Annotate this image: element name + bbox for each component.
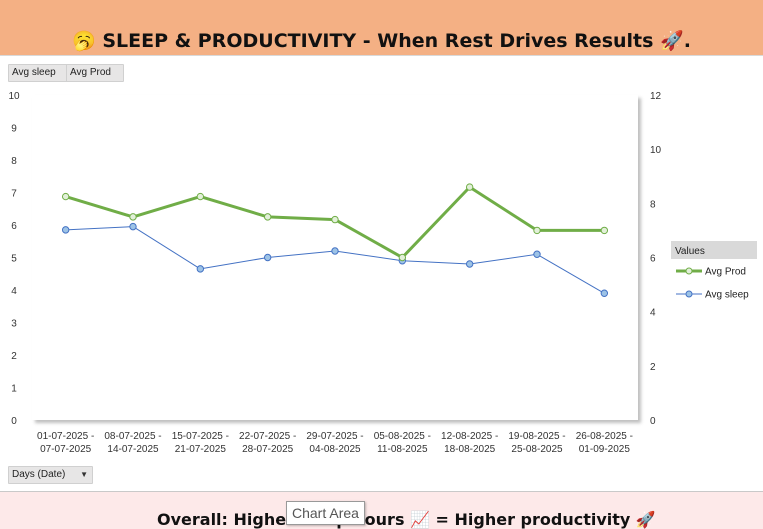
dropdown-arrow-icon[interactable]: ▼ [80, 470, 88, 479]
right-tick-label: 6 [650, 254, 656, 265]
x-tick-label: 01-07-2025 - [37, 431, 94, 442]
avg-sleep-field-button[interactable]: Avg sleep [8, 64, 68, 82]
x-tick-label: 15-07-2025 - [172, 431, 229, 442]
x-tick-label: 04-08-2025 [309, 444, 361, 455]
x-tick-label: 05-08-2025 - [374, 431, 431, 442]
left-tick-label: 1 [11, 384, 17, 395]
x-tick-label: 21-07-2025 [175, 444, 227, 455]
avg-prod-point [331, 215, 339, 224]
avg-prod-point [398, 253, 407, 262]
x-tick-label: 07-07-2025 [40, 444, 92, 455]
x-axis: 01-07-2025 - 07-07-2025 08-07-2025 - 14-07-… [37, 431, 633, 455]
x-tick-label: 19-08-2025 - [508, 431, 565, 442]
left-tick-label: 10 [8, 91, 20, 102]
avg-sleep-point [61, 226, 70, 234]
chart-area-tooltip: Chart Area [286, 501, 365, 525]
avg-prod-legend-label: Avg Prod [705, 267, 746, 278]
left-tick-label: 8 [11, 156, 17, 167]
avg-prod-point [600, 226, 609, 235]
x-tick-label: 28-07-2025 [242, 444, 294, 455]
left-tick-label: 0 [11, 416, 17, 427]
avg-prod-point [196, 192, 205, 201]
x-tick-label: 25-08-2025 [511, 444, 563, 455]
plot-area[interactable] [32, 95, 638, 420]
x-tick-label: 14-07-2025 [107, 444, 159, 455]
series-layer [61, 183, 609, 297]
days-field-label: Days (Date) [12, 469, 66, 480]
avg-sleep-legend-label: Avg sleep [705, 290, 749, 301]
right-tick-label: 10 [650, 145, 662, 156]
right-tick-label: 8 [650, 199, 656, 210]
avg-sleep-point [196, 265, 205, 273]
legend-title: Values [675, 246, 705, 257]
avg-prod-point [533, 226, 541, 235]
x-tick-label: 08-07-2025 - [104, 431, 161, 442]
x-tick-label: 29-07-2025 - [306, 431, 363, 442]
left-tick-label: 3 [11, 319, 17, 330]
avg-sleep-legend-marker [685, 290, 693, 298]
left-tick-label: 5 [11, 254, 17, 265]
right-tick-label: 4 [650, 308, 656, 319]
avg-sleep-point [263, 253, 272, 262]
footer-summary: Overall: Higher sleep hours 📈 = Higher p… [157, 510, 656, 529]
avg-sleep-point [465, 260, 474, 268]
avg-prod-point [61, 192, 70, 201]
x-tick-label: 12-08-2025 - [441, 431, 498, 442]
avg-prod-point [129, 213, 137, 221]
right-tick-label: 0 [650, 416, 656, 427]
days-date-field-button[interactable]: Days (Date) ▼ [8, 466, 93, 484]
avg-sleep-point [331, 247, 339, 255]
x-tick-label: 18-08-2025 [444, 444, 496, 455]
avg-sleep-point [129, 222, 137, 231]
x-tick-label: 01-09-2025 [579, 444, 631, 455]
x-tick-label: 22-07-2025 - [239, 431, 296, 442]
x-tick-label: 11-08-2025 [377, 444, 428, 455]
left-tick-label: 7 [11, 189, 17, 200]
left-axis: 0 1 2 3 4 5 6 7 8 9 10 [8, 91, 20, 427]
avg-prod-point [465, 183, 474, 191]
legend-title-bar [671, 241, 757, 259]
right-axis: 0 2 4 6 8 10 12 [650, 91, 662, 427]
title-banner: 🥱 SLEEP & PRODUCTIVITY - When Rest Drive… [0, 0, 763, 56]
avg-prod-legend-marker [685, 267, 693, 275]
left-tick-label: 4 [11, 286, 17, 297]
avg-sleep-point [600, 289, 609, 297]
left-tick-label: 2 [11, 351, 17, 362]
dashboard-title: 🥱 SLEEP & PRODUCTIVITY - When Rest Drive… [72, 30, 691, 52]
left-tick-label: 6 [11, 221, 17, 232]
x-tick-label: 26-08-2025 - [576, 431, 633, 442]
avg-prod-point [263, 213, 272, 221]
right-tick-label: 12 [650, 91, 662, 102]
left-tick-label: 9 [11, 124, 17, 135]
avg-prod-field-button[interactable]: Avg Prod [66, 64, 124, 82]
right-tick-label: 2 [650, 362, 656, 373]
footer-banner: Overall: Higher sleep hours 📈 = Higher p… [0, 491, 763, 529]
avg-sleep-point [533, 250, 541, 258]
